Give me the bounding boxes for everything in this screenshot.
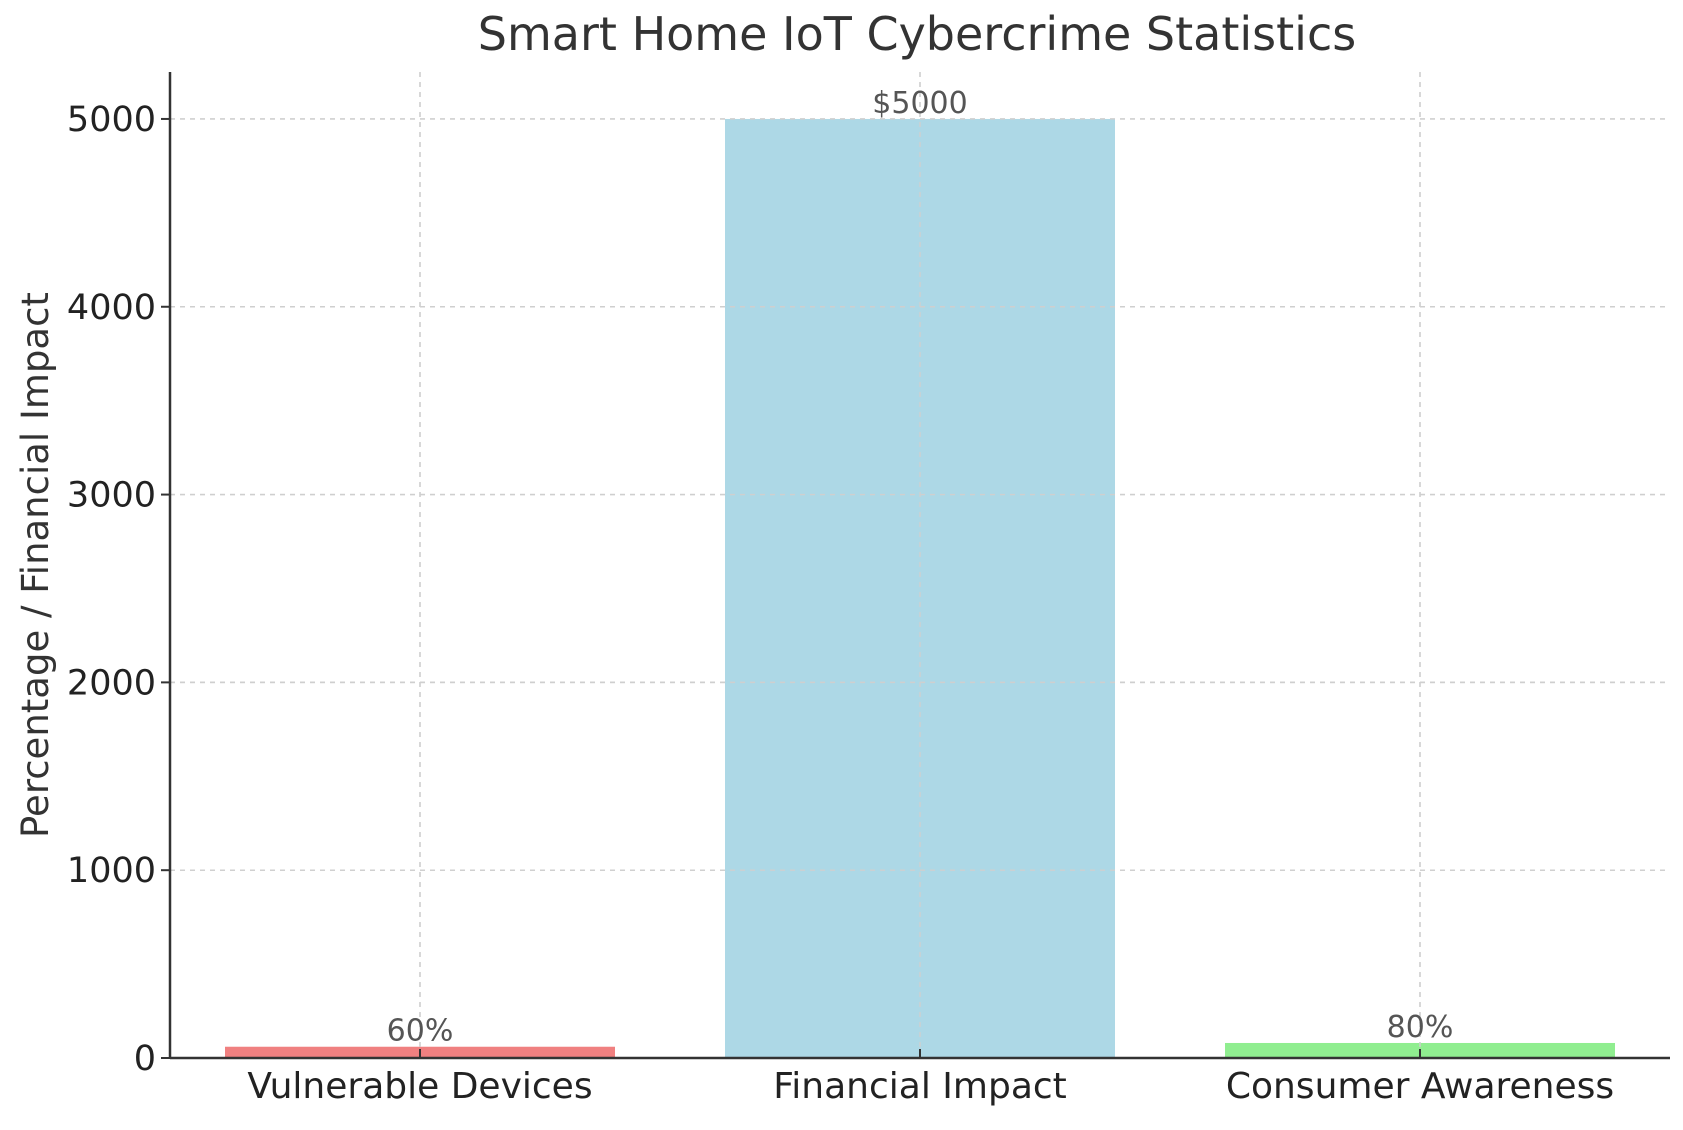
bars [170, 72, 1670, 1058]
data-label: $5000 [872, 86, 967, 121]
x-tick-label: Financial Impact [773, 1066, 1067, 1107]
y-axis-label: Percentage / Financial Impact [14, 292, 57, 838]
y-tick-label: 1000 [67, 851, 156, 891]
y-tick-label: 5000 [67, 100, 156, 140]
data-label: 60% [387, 1014, 454, 1049]
data-label: 80% [1387, 1010, 1454, 1045]
x-tick-label: Vulnerable Devices [247, 1066, 592, 1107]
bar [725, 118, 1115, 1058]
y-tick-label: 4000 [67, 288, 156, 328]
y-tick-label: 0 [134, 1039, 156, 1079]
y-tick-label: 2000 [67, 663, 156, 703]
value-labels: 60% $5000 80% [387, 86, 1454, 1049]
x-ticks: Vulnerable Devices Financial Impact Consum… [247, 1049, 1614, 1107]
x-tick-label: Consumer Awareness [1226, 1066, 1614, 1107]
y-ticks: 0 1000 2000 3000 4000 5000 [67, 100, 170, 1079]
y-tick-label: 3000 [67, 476, 156, 516]
chart-title: Smart Home IoT Cybercrime Statistics [478, 7, 1356, 61]
